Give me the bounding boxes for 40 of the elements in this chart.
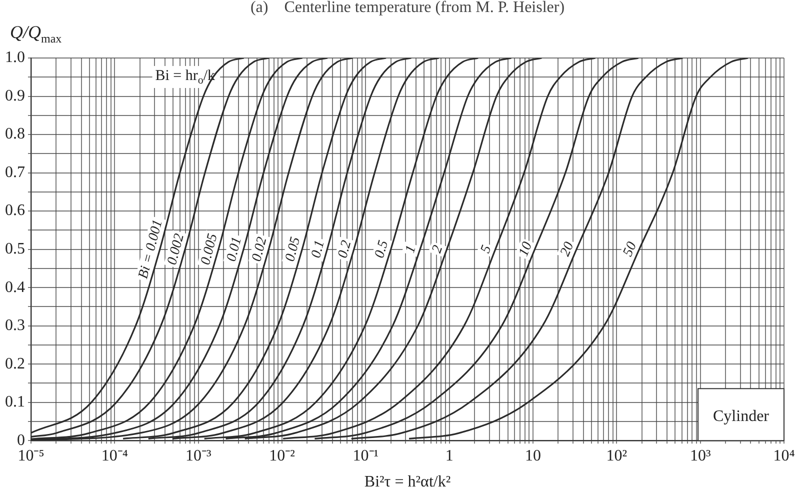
annotation: Cylinder bbox=[713, 408, 770, 425]
x-tick-label: 10⁴ bbox=[773, 447, 796, 464]
x-tick-label: 10⁻¹ bbox=[352, 447, 379, 464]
x-axis-title: Bi²τ = h²αt/k² bbox=[364, 474, 451, 491]
y-tick-label: 0.6 bbox=[5, 202, 25, 220]
y-tick-label: 1.0 bbox=[5, 49, 25, 66]
y-axis-title: Q/Q$_{max}$ bbox=[10, 22, 62, 47]
text: (a) Centerline temperature (from M. P. Heisler) bbox=[250, 0, 565, 16]
y-tick-label: 0.5 bbox=[5, 240, 25, 258]
text: 0.1 bbox=[308, 238, 328, 260]
y-tick-label: 0.9 bbox=[5, 87, 25, 104]
y-tick-label: 0.1 bbox=[5, 394, 25, 411]
y-tick-label: 0 bbox=[17, 432, 25, 449]
y-tick-label: 0.8 bbox=[5, 126, 25, 143]
text: 0.002 bbox=[165, 232, 188, 266]
text: 0.01 bbox=[224, 236, 246, 264]
x-tick-label: 10⁻⁴ bbox=[101, 447, 128, 464]
text: 0.5 bbox=[372, 238, 392, 260]
x-tick-label: 10⁻⁵ bbox=[18, 447, 44, 464]
x-tick-label: 10² bbox=[606, 447, 628, 464]
text: 0.2 bbox=[336, 238, 355, 260]
y-tick-label: 0.4 bbox=[5, 278, 25, 296]
text: 5 bbox=[478, 243, 495, 256]
text: 50 bbox=[620, 240, 640, 259]
x-tick-label: 10⁻³ bbox=[185, 447, 212, 464]
text: 0.005 bbox=[198, 232, 221, 266]
x-tick-label: 10 bbox=[525, 447, 541, 464]
text: 20 bbox=[558, 240, 578, 259]
y-tick-label: 0.3 bbox=[5, 317, 25, 334]
text: 10 bbox=[516, 240, 536, 259]
y-tick-label: 0.7 bbox=[5, 164, 25, 181]
y-tick-label: 0.2 bbox=[5, 355, 25, 372]
text: 1 bbox=[403, 244, 420, 255]
text: 0.02 bbox=[250, 236, 270, 264]
x-tick-label: 1 bbox=[445, 447, 454, 464]
x-tick-label: 10³ bbox=[690, 447, 711, 464]
text: 2 bbox=[430, 244, 446, 256]
text: Bi = 0.001 bbox=[136, 218, 166, 280]
text: 0.05 bbox=[282, 236, 304, 264]
x-tick-label: 10⁻² bbox=[269, 447, 296, 464]
